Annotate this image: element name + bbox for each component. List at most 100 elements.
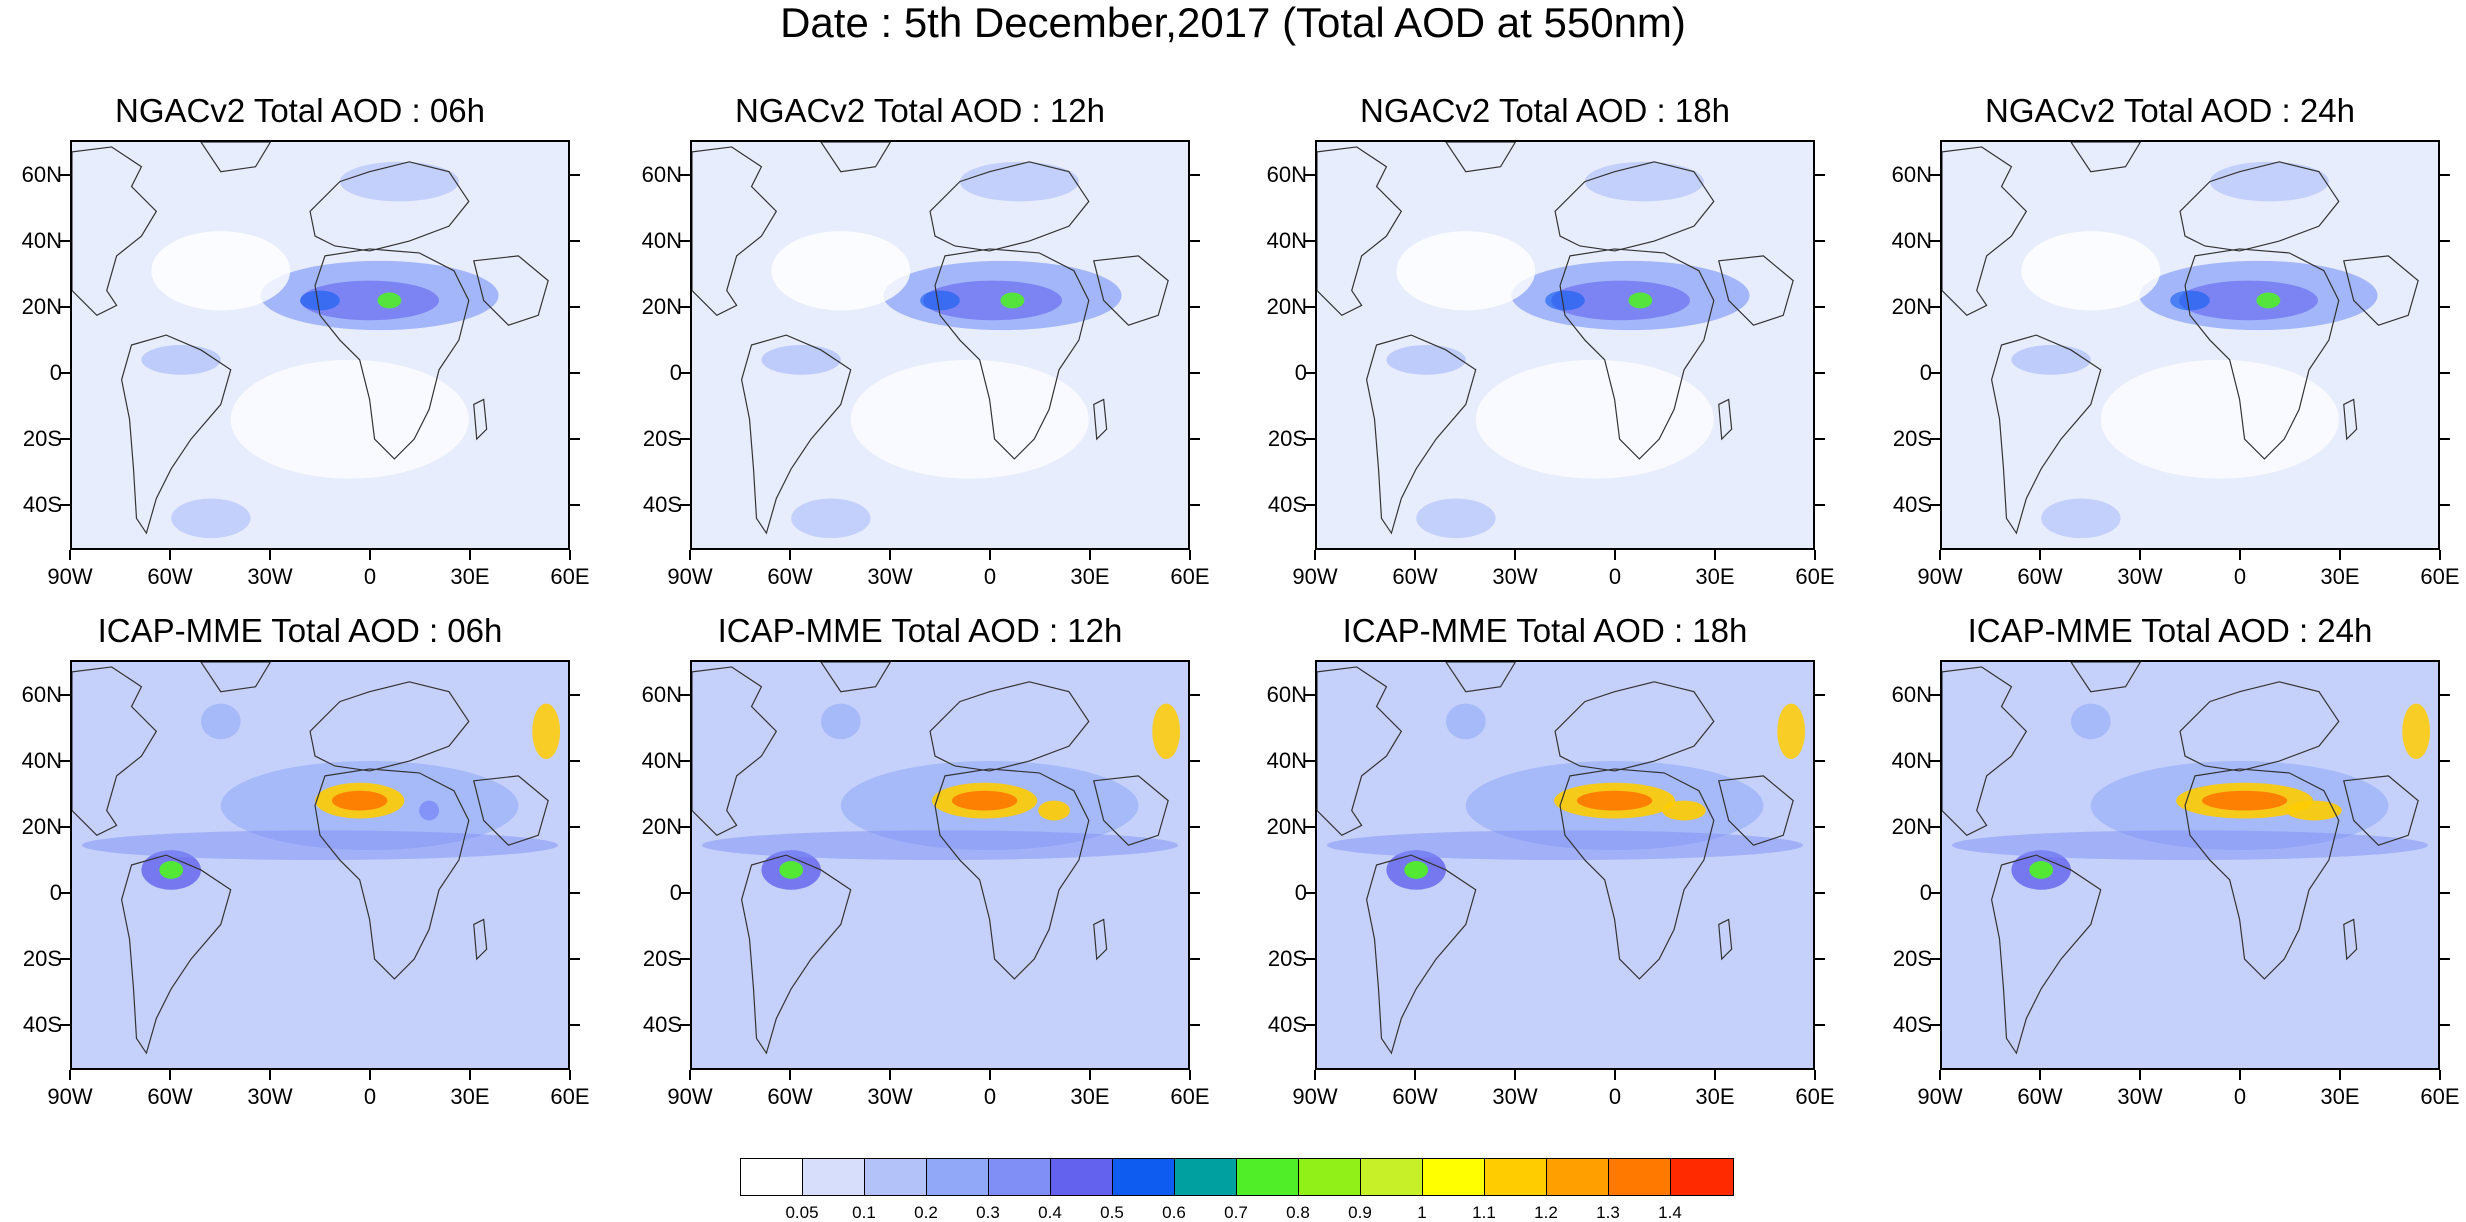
lon-tick — [1314, 1070, 1316, 1080]
aod-plume — [701, 830, 1179, 861]
lat-tick — [60, 372, 70, 374]
colorbar — [740, 1158, 1734, 1196]
lat-tick — [1305, 826, 1315, 828]
coastline — [72, 146, 158, 317]
panel-title: ICAP-MME Total AOD : 24h — [1967, 612, 2373, 649]
lat-tick — [2440, 826, 2450, 828]
aod-plume — [1326, 830, 1804, 861]
lat-tick — [60, 958, 70, 960]
lat-tick — [570, 1024, 580, 1026]
lon-label: 0 — [983, 1084, 997, 1109]
lon-label: 30W — [867, 1084, 913, 1109]
lat-label: 0 — [49, 360, 62, 385]
lat-tick — [60, 438, 70, 440]
lat-tick — [1190, 1024, 1200, 1026]
lon-tick — [1314, 550, 1316, 560]
colorbar-label: 1.2 — [1534, 1203, 1558, 1222]
coastline — [2179, 161, 2340, 252]
map-panel: NGACv2 Total AOD : 12h 60N 40N 20N 0 20S 40S 90… — [620, 90, 1220, 630]
aod-field — [72, 142, 568, 548]
lat-tick — [1190, 438, 1200, 440]
map-panel: NGACv2 Total AOD : 24h 60N 40N 20N 0 20S 40S 90… — [1870, 90, 2466, 630]
lat-tick — [1305, 760, 1315, 762]
clear-region — [1396, 231, 1536, 311]
lat-tick — [1930, 504, 1940, 506]
lon-tick — [1514, 550, 1516, 560]
coastline — [200, 662, 272, 693]
map-panel: ICAP-MME Total AOD : 12h 60N 40N 20N 0 20S 40S… — [620, 610, 1220, 1150]
lat-tick — [680, 760, 690, 762]
coastline — [1718, 398, 1733, 441]
lat-tick — [570, 438, 580, 440]
coastline — [1093, 398, 1108, 441]
lon-label: 30E — [2320, 1084, 2360, 1109]
lat-label: 20S — [642, 946, 682, 971]
lon-tick — [469, 1070, 471, 1080]
lat-tick — [1815, 438, 1825, 440]
coastline — [692, 146, 778, 317]
colorbar-label: 0.1 — [852, 1203, 876, 1222]
lat-tick — [680, 372, 690, 374]
lat-label: 20N — [641, 294, 682, 319]
aod-plume — [1628, 292, 1653, 309]
lat-tick — [1930, 438, 1940, 440]
map-frame — [690, 140, 1190, 550]
aod-plume — [171, 498, 251, 539]
lon-tick — [1514, 1070, 1516, 1080]
lat-tick — [680, 306, 690, 308]
aod-plume — [200, 703, 241, 740]
lat-label: 40S — [1892, 492, 1932, 517]
coastline — [929, 161, 1090, 252]
lat-tick — [1305, 504, 1315, 506]
lat-tick — [1305, 694, 1315, 696]
lat-tick — [2440, 306, 2450, 308]
aod-plume — [1000, 292, 1025, 309]
colorbar-label: 1 — [1417, 1203, 1427, 1222]
lat-label: 40N — [21, 748, 62, 773]
aod-plume — [959, 161, 1079, 202]
aod-plume — [1152, 703, 1181, 760]
coastline — [1554, 681, 1715, 772]
coastline — [2070, 662, 2142, 693]
lat-tick — [1930, 174, 1940, 176]
lon-tick — [1089, 550, 1091, 560]
lon-label: 0 — [2233, 1084, 2247, 1109]
lat-tick — [1930, 760, 1940, 762]
lat-tick — [1930, 306, 1940, 308]
lat-tick — [1815, 826, 1825, 828]
lon-label: 0 — [2233, 564, 2247, 589]
lat-tick — [570, 958, 580, 960]
aod-plume — [1404, 861, 1429, 879]
panel-title: NGACv2 Total AOD : 12h — [735, 92, 1105, 129]
coastline — [1942, 666, 2028, 837]
colorbar-swatch — [927, 1159, 989, 1195]
coastline — [473, 775, 549, 846]
coastline — [2343, 918, 2358, 961]
aod-plume — [951, 790, 1018, 811]
lon-label: 90W — [1292, 1084, 1338, 1109]
aod-plume — [820, 703, 861, 740]
aod-plume — [1951, 830, 2429, 861]
lat-tick — [1190, 174, 1200, 176]
lat-tick — [570, 174, 580, 176]
lon-tick — [69, 1070, 71, 1080]
aod-field — [1942, 662, 2438, 1068]
colorbar-swatch — [741, 1159, 803, 1195]
aod-plume — [1445, 703, 1486, 740]
colorbar-swatch — [1113, 1159, 1175, 1195]
lat-label: 40S — [22, 492, 62, 517]
lat-label: 0 — [49, 880, 62, 905]
colorbar-swatch — [989, 1159, 1051, 1195]
lon-tick — [69, 550, 71, 560]
coastline — [1559, 248, 1715, 460]
lat-tick — [2440, 892, 2450, 894]
lon-label: 60W — [147, 564, 193, 589]
lat-tick — [1305, 372, 1315, 374]
lat-tick — [2440, 958, 2450, 960]
lat-label: 40S — [1892, 1012, 1932, 1037]
lon-tick — [989, 550, 991, 560]
coastline — [1317, 666, 1403, 837]
aod-plume — [2011, 345, 2091, 375]
lon-label: 30W — [247, 1084, 293, 1109]
aod-plume — [920, 290, 960, 311]
